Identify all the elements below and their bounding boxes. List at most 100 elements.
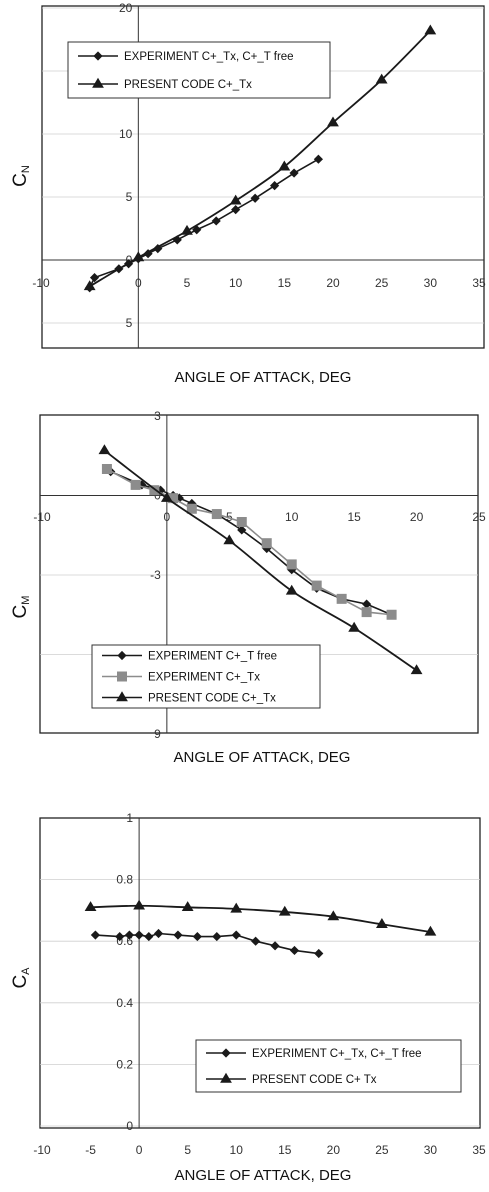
x-tick-label: 5 [184,1143,191,1157]
y-tick-label: 0 [154,489,161,503]
data-point [361,607,372,618]
x-tick-label: 25 [472,510,486,524]
data-point [192,931,202,942]
data-point [424,24,437,35]
data-point [314,948,324,959]
y-tick-label: 10 [119,127,133,141]
legend-label: EXPERIMENT C+_T free [148,651,277,663]
y-axis-title: CM [10,596,32,619]
data-point [336,593,347,604]
data-point [90,930,101,940]
data-point [285,584,298,595]
data-point [237,525,247,535]
y-axis-title: CA [10,967,32,989]
x-tick-label: 15 [347,510,361,524]
legend-swatch-marker [93,51,103,61]
y-tick-label: 0 [126,1119,133,1133]
legend: EXPERIMENT C+_Tx, C+_T free PRESENT CODE … [67,41,331,99]
data-point [143,249,153,259]
data-point [287,565,297,575]
legend-label: PRESENT CODE C+_Tx [124,79,252,91]
x-tick-label: 20 [327,1143,341,1157]
x-tick-label: -10 [33,1143,51,1157]
data-point [231,930,241,940]
legend-label: EXPERIMENT C+_Tx, C+_T free [252,1048,422,1060]
x-tick-label: 35 [472,276,486,290]
data-point [211,509,222,520]
x-tick-label: 10 [229,276,243,290]
series-1 [90,928,324,959]
data-point [223,534,236,545]
legend-box [67,41,331,99]
x-axis-title: ANGLE OF ATTACK, DEG [175,369,352,386]
series-2 [101,464,397,620]
data-point [211,216,221,226]
data-point [236,517,247,527]
x-tick-label: 30 [424,1143,438,1157]
x-tick-label: -10 [33,510,51,524]
data-point [424,925,437,936]
data-point [144,931,154,942]
y-axis-title: CN [10,165,32,187]
x-tick-label: 20 [326,276,340,290]
data-point [278,160,291,171]
data-point [311,580,322,591]
data-point [348,621,361,632]
x-tick-label: 10 [230,1143,244,1157]
data-point [251,936,261,946]
data-point [84,901,97,912]
x-axis-title: ANGLE OF ATTACK, DEG [174,749,351,766]
data-point [124,930,134,940]
data-point [115,931,125,942]
x-tick-label: 0 [135,276,142,290]
data-point [231,205,241,215]
legend-box [195,1039,462,1093]
data-point [375,73,388,84]
data-point [327,116,339,127]
data-point [98,444,111,455]
x-tick-label: 25 [375,1143,389,1157]
data-point [386,609,397,620]
legend-swatch-marker [117,650,127,661]
data-point [212,931,222,942]
y-tick-label: 5 [126,190,133,204]
data-point [149,485,160,496]
x-tick-label: -5 [85,1143,96,1157]
x-tick-label: 10 [285,510,299,524]
data-point [181,901,194,912]
data-point [229,194,242,205]
y-tick-label: -3 [150,568,161,582]
data-point [278,905,291,916]
y-tick-label: 0.2 [116,1057,133,1071]
data-point [174,493,184,503]
y-tick-label: 20 [119,1,133,15]
data-point [261,538,272,549]
data-point [186,503,197,514]
y-tick-label: 3 [154,409,161,423]
x-tick-label: 0 [164,510,171,524]
legend: EXPERIMENT C+_T free EXPERIMENT C+_Tx PRES… [91,644,321,709]
x-tick-label: 30 [424,276,438,290]
legend-swatch-marker [220,1072,232,1083]
legend-label: PRESENT CODE C+ Tx [252,1074,377,1086]
data-point [130,479,141,490]
data-point [160,491,173,502]
data-point [289,945,300,956]
series-2 [84,899,437,936]
data-point [153,928,164,939]
data-point [137,480,147,490]
y-tick-label: 0.8 [116,873,133,887]
legend-label: EXPERIMENT C+_Tx, C+_T free [124,51,294,63]
y-tick-label: 9 [154,727,161,741]
data-point [133,899,146,910]
legend-swatch-marker [116,691,128,702]
y-tick-label: 5 [126,316,133,330]
data-point [410,664,423,675]
data-point [362,599,372,609]
x-tick-label: 0 [136,1143,143,1157]
data-point [289,168,299,178]
series-line [90,904,431,933]
x-axis-title: ANGLE OF ATTACK, DEG [175,1167,352,1184]
